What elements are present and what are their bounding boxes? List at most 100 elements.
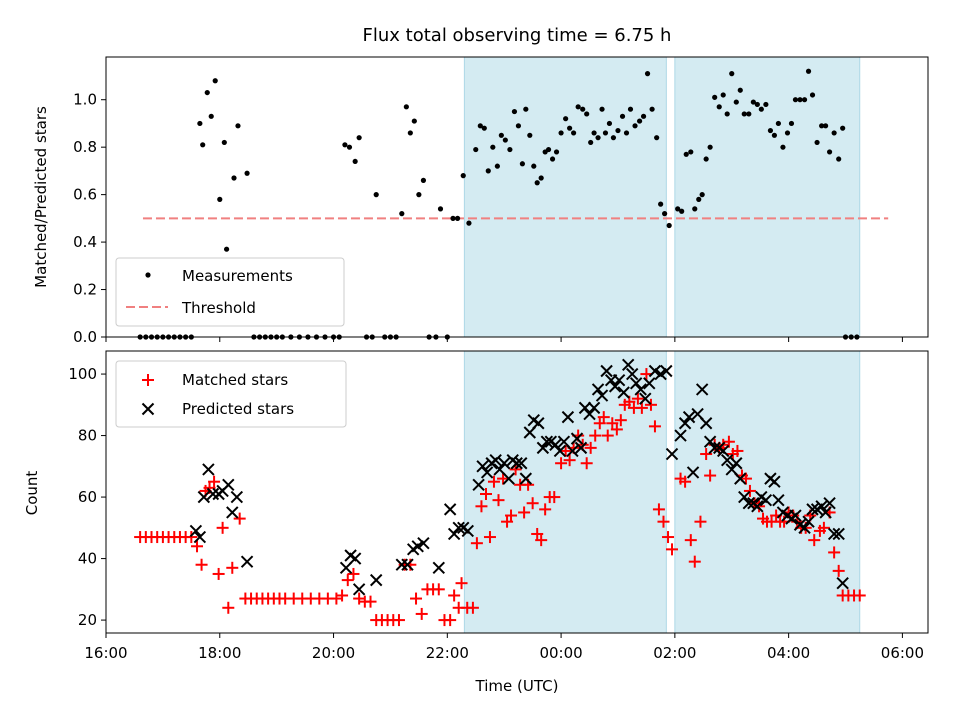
measurement-point [346,144,353,150]
measurement-point [784,130,791,136]
predicted-star-point [789,509,802,522]
matched-star-point [610,423,623,436]
measurement-point [416,192,422,198]
measurement-point [342,142,348,148]
matched-star-point [614,414,627,427]
measurement-point [200,142,206,148]
y-tick-label: 0.4 [73,233,97,251]
measurement-point [507,146,513,153]
matched-star-point [336,589,349,602]
measurement-point [481,125,487,131]
matched-star-point [195,558,208,571]
measurement-point [606,120,613,127]
measurement-point [519,161,526,167]
measurement-point [746,111,752,117]
predicted-star-point [595,389,609,402]
matched-star-point [684,534,697,547]
predicted-star-point [206,487,220,501]
predicted-star-point [197,490,211,504]
predicted-star-point [832,527,845,541]
matched-star-point [817,521,830,534]
matched-star-point [593,417,606,430]
predicted-star-point [583,407,596,421]
predicted-star-point [802,515,815,528]
measurement-point [454,215,461,221]
matched-star-point [518,506,531,519]
predicted-star-point [772,493,785,507]
measurement-point [558,130,564,136]
bottom-y-axis: 20 40 60 80 100 [68,365,106,629]
x-tick-label: 02:00 [653,644,696,662]
measurement-point [627,106,634,112]
predicted-star-point [432,561,445,575]
measurement-point [553,149,560,155]
measurement-point [580,106,586,112]
matched-star-point [526,497,539,510]
predicted-star-point [452,521,465,535]
measurement-point [733,99,739,105]
top-panel: 0.0 0.2 0.4 0.6 0.8 1.0 Matched/Predicted sta… [32,56,929,346]
predicted-star-point [480,466,494,479]
measurement-point [477,123,483,129]
measurement-point [602,130,609,136]
matched-star-point [539,503,552,516]
measurement-point [729,71,735,77]
measurement-point [584,111,590,117]
predicted-star-point [629,377,643,390]
predicted-star-point [768,475,781,488]
measurement-point [679,208,685,214]
measurement-point [411,118,417,124]
matched-star-point [475,500,488,513]
predicted-star-point [591,383,605,396]
predicted-star-point [600,364,613,378]
predicted-star-point [654,367,667,381]
measurement-point [805,68,812,74]
measurement-point [217,196,223,202]
y-tick-label: 0.8 [73,138,97,156]
measurement-point [767,127,774,134]
measurement-point [575,104,581,110]
matched-star-point [580,457,593,470]
measurement-point [197,120,203,127]
top-legend-box [115,257,345,327]
predicted-star-point [395,558,409,571]
shaded-region-1 [463,56,667,338]
predicted-star-point [472,478,485,491]
matched-star-point [364,595,377,608]
matched-star-point [415,607,428,620]
matched-star-point [648,420,661,433]
matched-star-point [531,527,544,540]
measurement-point [712,94,718,100]
measurement-point [545,146,552,153]
measurement-point [797,97,803,103]
matched-star-point [222,601,235,614]
measurement-point [688,149,694,155]
predicted-star-point [823,497,836,510]
measurement-point [223,246,230,252]
matched-star-point [347,567,360,580]
measurement-point [619,113,626,119]
predicted-star-point [510,457,523,470]
x-axis-label: Time (UTC) [475,677,559,695]
matched-star-point [853,589,866,602]
predicted-star-point [660,364,673,378]
predicted-star-point [608,380,622,393]
measurement-point [235,123,241,129]
matched-star-point [662,531,675,544]
measurement-point [696,196,702,202]
y-tick-label: 0.2 [73,281,97,299]
legend-predicted-marker [141,402,155,416]
predicted-star-point [742,497,756,510]
predicted-star-point [759,493,773,507]
y-tick-label: 0.6 [73,186,97,204]
matched-star-point [191,540,204,553]
measurement-point [741,111,747,117]
measurement-point [473,146,479,153]
measurement-point [399,211,405,217]
measurement-point [204,89,210,96]
measurement-point [466,220,472,226]
predicted-star-point [489,453,502,467]
predicted-star-point [417,536,430,550]
matched-star-point [589,429,602,442]
measurement-point [450,215,456,221]
